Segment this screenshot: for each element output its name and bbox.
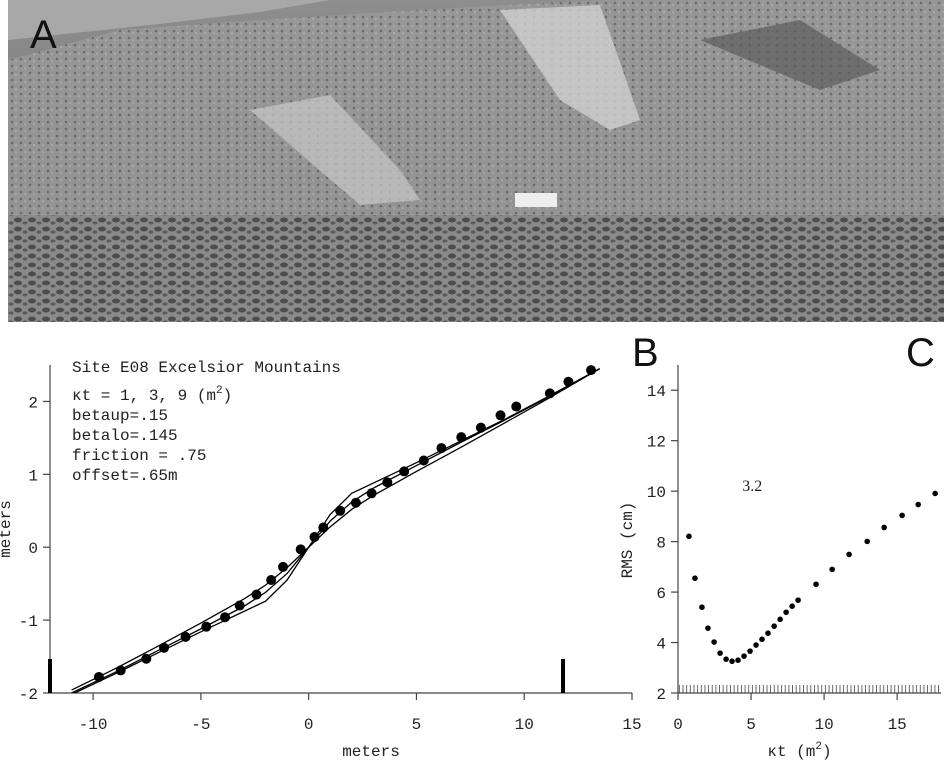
data-point [829, 566, 835, 573]
x-axis-label-part: ) [822, 743, 832, 761]
y-tick-label: 10 [647, 484, 666, 502]
data-point [723, 656, 729, 662]
y-tick-label: 6 [656, 585, 666, 603]
data-point [795, 597, 801, 603]
data-point [789, 603, 795, 610]
annotation: friction = .75 [72, 447, 206, 465]
x-tick-label: -5 [191, 716, 210, 734]
pale-slope [250, 95, 420, 205]
y-axis-label: RMS (cm) [619, 502, 637, 579]
annotation: betalo=.145 [72, 427, 178, 445]
data-point [765, 630, 771, 637]
data-point [899, 512, 905, 519]
x-tick-label: 10 [515, 716, 534, 734]
y-tick-label: -2 [19, 686, 38, 704]
data-point [771, 623, 777, 629]
x-axis-label-part: κt (m [767, 743, 815, 761]
x-tick-label: 0 [673, 716, 683, 734]
model-curve [71, 368, 600, 691]
y-tick-label: 12 [647, 434, 666, 452]
panel-label: A [30, 13, 57, 57]
sky [8, 0, 330, 40]
mountain [8, 0, 944, 230]
x-tick-label: 15 [622, 716, 641, 734]
data-point [881, 524, 887, 531]
annotation: offset=.65m [72, 467, 178, 485]
data-point [747, 648, 753, 654]
data-point [813, 581, 819, 588]
data-point [511, 401, 522, 412]
x-tick-label: 5 [412, 716, 422, 734]
x-tick-label: 15 [888, 716, 907, 734]
y-tick-label: -1 [19, 613, 38, 631]
data-point [777, 616, 783, 623]
data-point [711, 639, 717, 645]
x-minor-ticks [678, 685, 941, 693]
annotation-part: κt = 1, 3, 9 (m [72, 387, 216, 405]
data-point [699, 604, 705, 611]
data-point [705, 625, 711, 631]
vehicle [515, 193, 557, 207]
model-curve [71, 368, 600, 693]
data-point [741, 653, 747, 659]
data-point [932, 490, 938, 497]
annotation: 3.2 [742, 478, 762, 495]
y-axis-label: meters [0, 500, 15, 558]
annotation: betaup=.15 [72, 407, 168, 425]
dark-ridge [700, 20, 880, 90]
x-axis-label: κt (m2) [767, 741, 831, 761]
y-tick-label: 4 [656, 636, 666, 654]
pale-slope [500, 5, 640, 130]
y-tick-label: 2 [28, 394, 38, 412]
data-point [735, 657, 741, 663]
data-point [692, 575, 698, 581]
annotation-part: ) [223, 387, 233, 405]
data-point [864, 538, 871, 545]
data-point [729, 658, 735, 665]
data-point [318, 522, 329, 533]
model-curve [73, 368, 600, 693]
data-point [495, 410, 506, 421]
data-point [686, 533, 692, 540]
annotation: κt = 1, 3, 9 (m2) [72, 385, 232, 405]
y-tick-label: 14 [647, 383, 666, 401]
data-point [915, 501, 922, 508]
data-point [846, 551, 852, 558]
data-point [335, 505, 346, 516]
x-tick-label: 10 [815, 716, 834, 734]
panel-label: C [906, 331, 935, 375]
x-tick-label: 5 [746, 716, 756, 734]
annotation-sup: 2 [216, 385, 223, 397]
data-point [783, 609, 789, 616]
panel-label: B [632, 331, 659, 375]
data-point [717, 650, 723, 656]
x-axis-label: meters [342, 743, 400, 761]
annotation: Site E08 Excelsior Mountains [72, 359, 341, 377]
y-tick-label: 2 [656, 686, 666, 704]
data-point [759, 636, 765, 643]
y-tick-label: 8 [656, 535, 666, 553]
x-tick-label: 0 [304, 716, 314, 734]
x-tick-label: -10 [79, 716, 108, 734]
photo: A [8, 0, 944, 322]
y-tick-label: 0 [28, 540, 38, 558]
data-point [753, 642, 759, 648]
x-axis-label-sup: 2 [815, 741, 822, 753]
y-tick-label: 1 [28, 467, 38, 485]
brush [8, 215, 944, 322]
